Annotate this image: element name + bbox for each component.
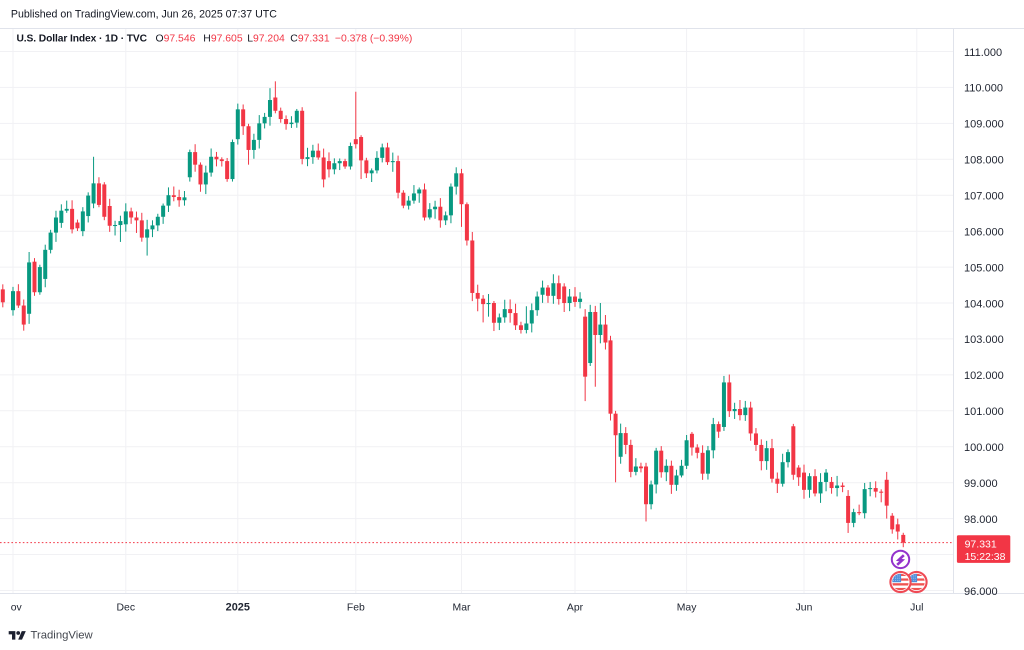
svg-text:Jul: Jul bbox=[910, 603, 923, 614]
svg-text:Feb: Feb bbox=[347, 603, 365, 614]
svg-text:105.000: 105.000 bbox=[964, 262, 1004, 274]
svg-text:Published on TradingView.com,: Published on TradingView.com, Jun 26, 20… bbox=[11, 8, 277, 20]
svg-text:TradingView: TradingView bbox=[31, 630, 94, 642]
svg-text:May: May bbox=[677, 603, 697, 614]
svg-text:Nov: Nov bbox=[3, 603, 22, 614]
svg-text:107.000: 107.000 bbox=[964, 191, 1004, 203]
svg-text:O97.546: O97.546 bbox=[156, 33, 196, 44]
svg-text:104.000: 104.000 bbox=[964, 298, 1004, 310]
svg-text:2025: 2025 bbox=[226, 602, 250, 614]
svg-text:−0.378 (−0.39%): −0.378 (−0.39%) bbox=[335, 33, 412, 44]
svg-text:100.000: 100.000 bbox=[964, 442, 1004, 454]
svg-text:102.000: 102.000 bbox=[964, 370, 1004, 382]
svg-text:Apr: Apr bbox=[567, 603, 584, 614]
svg-text:15:22:38: 15:22:38 bbox=[965, 551, 1006, 563]
svg-text:103.000: 103.000 bbox=[964, 334, 1004, 346]
svg-text:108.000: 108.000 bbox=[964, 155, 1004, 167]
svg-text:99.000: 99.000 bbox=[964, 478, 998, 490]
svg-text:C97.331: C97.331 bbox=[290, 33, 330, 44]
svg-text:101.000: 101.000 bbox=[964, 406, 1004, 418]
svg-text:H97.605: H97.605 bbox=[203, 33, 243, 44]
svg-text:U.S. Dollar Index · 1D · TVC: U.S. Dollar Index · 1D · TVC bbox=[17, 33, 148, 44]
svg-text:109.000: 109.000 bbox=[964, 119, 1004, 131]
svg-text:Jun: Jun bbox=[796, 603, 813, 614]
svg-text:110.000: 110.000 bbox=[964, 83, 1003, 95]
svg-text:Mar: Mar bbox=[453, 603, 471, 614]
svg-text:98.000: 98.000 bbox=[964, 514, 998, 526]
svg-text:97.331: 97.331 bbox=[965, 538, 997, 550]
svg-text:111.000: 111.000 bbox=[964, 47, 1002, 59]
svg-text:Dec: Dec bbox=[117, 603, 135, 614]
svg-text:106.000: 106.000 bbox=[964, 227, 1004, 239]
svg-text:96.000: 96.000 bbox=[964, 586, 998, 598]
svg-text:L97.204: L97.204 bbox=[247, 33, 285, 44]
